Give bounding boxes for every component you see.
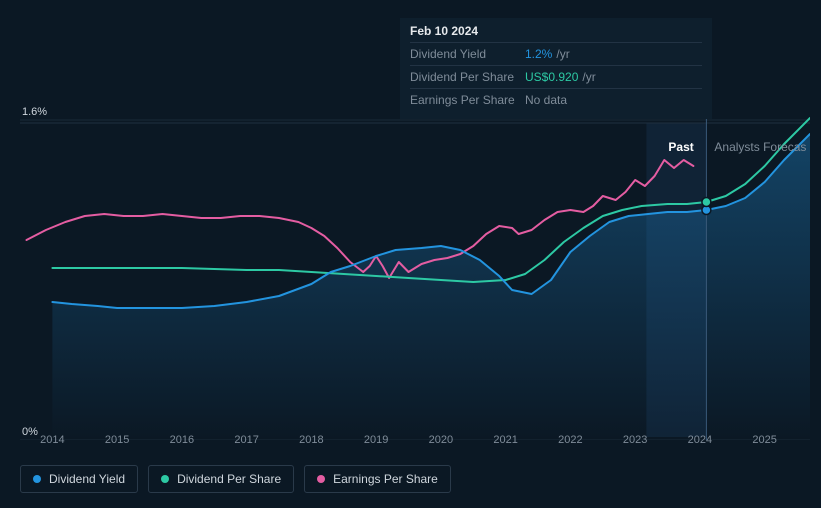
x-axis-label: 2015 — [105, 434, 129, 446]
x-axis-label: 2025 — [752, 434, 776, 446]
tooltip-row: Dividend Per ShareUS$0.920/yr — [410, 65, 702, 88]
tooltip-row-label: Dividend Yield — [410, 46, 525, 62]
legend-dot-icon — [33, 475, 41, 483]
tooltip-row-value: 1.2% — [525, 46, 552, 62]
tooltip-row-unit: /yr — [556, 46, 569, 62]
x-axis-label: 2019 — [364, 434, 388, 446]
forecast-label: Analysts Forecas — [714, 140, 806, 154]
x-axis-label: 2017 — [234, 434, 258, 446]
tooltip-row: Dividend Yield1.2% /yr — [410, 42, 702, 65]
x-axis-label: 2018 — [299, 434, 323, 446]
tooltip-row-value: No data — [525, 92, 567, 108]
chart-legend: Dividend Yield Dividend Per Share Earnin… — [20, 465, 451, 493]
legend-item-dividend-per-share[interactable]: Dividend Per Share — [148, 465, 294, 493]
legend-dot-icon — [161, 475, 169, 483]
legend-label: Earnings Per Share — [333, 472, 438, 486]
x-axis-label: 2014 — [40, 434, 64, 446]
tooltip-date: Feb 10 2024 — [410, 24, 702, 42]
legend-label: Dividend Per Share — [177, 472, 281, 486]
dividend-chart: Feb 10 2024 Dividend Yield1.2%/yrDividen… — [20, 10, 810, 440]
legend-item-earnings-per-share[interactable]: Earnings Per Share — [304, 465, 451, 493]
x-axis-label: 2020 — [429, 434, 453, 446]
x-axis-label: 2023 — [623, 434, 647, 446]
tooltip-row-unit: /yr — [582, 69, 595, 85]
y-axis-label: 0% — [22, 426, 38, 438]
tooltip-row-label: Dividend Per Share — [410, 69, 525, 85]
x-axis-label: 2021 — [493, 434, 517, 446]
x-axis-label: 2024 — [688, 434, 712, 446]
chart-tooltip: Feb 10 2024 Dividend Yield1.2%/yrDividen… — [400, 18, 712, 119]
tooltip-row: Earnings Per ShareNo data — [410, 88, 702, 111]
tooltip-row-label: Earnings Per Share — [410, 92, 525, 108]
legend-item-dividend-yield[interactable]: Dividend Yield — [20, 465, 138, 493]
y-axis-label: 1.6% — [22, 106, 47, 118]
x-axis-label: 2022 — [558, 434, 582, 446]
legend-dot-icon — [317, 475, 325, 483]
past-label: Past — [668, 140, 693, 154]
x-axis-label: 2016 — [170, 434, 194, 446]
tooltip-row-value: US$0.920 — [525, 69, 578, 85]
legend-label: Dividend Yield — [49, 472, 125, 486]
